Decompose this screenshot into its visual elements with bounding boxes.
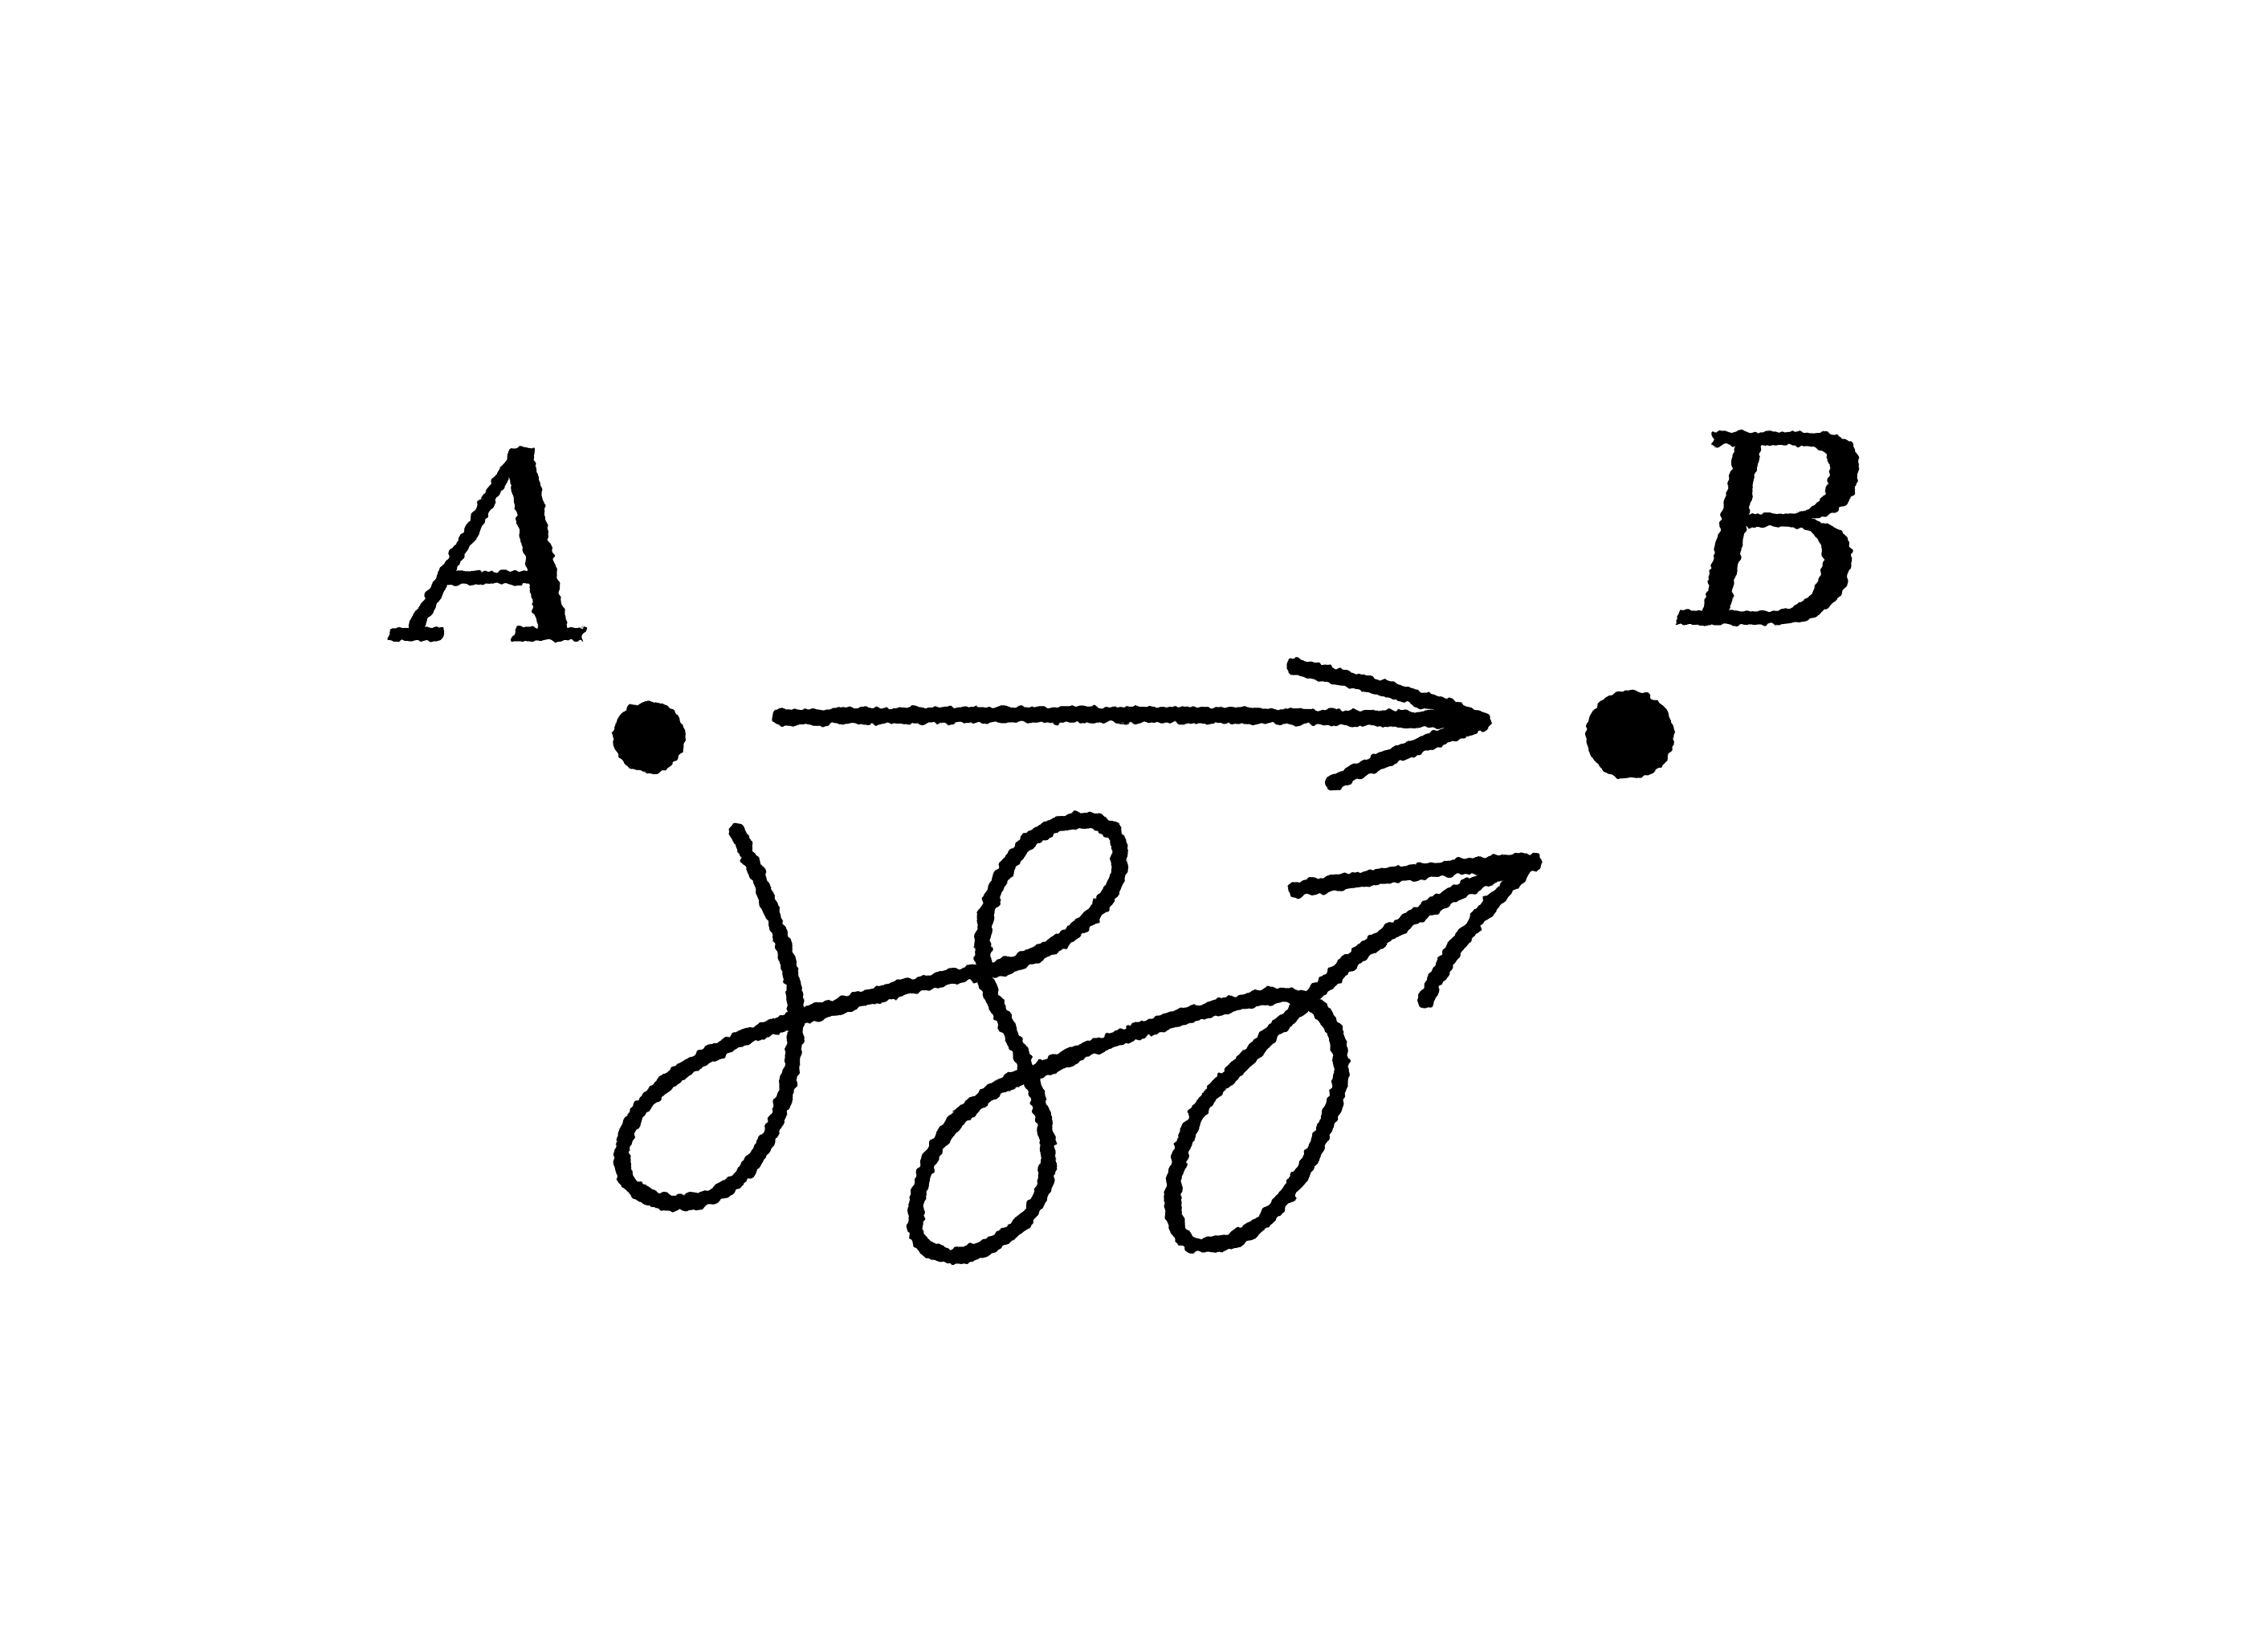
straight-arrow xyxy=(772,659,1492,791)
point-a-dot xyxy=(613,701,685,773)
straight-arrow-shaft xyxy=(772,706,1490,729)
point-b-label: B xyxy=(1676,379,1875,687)
point-a: A xyxy=(387,395,685,773)
looping-arrow xyxy=(613,812,1542,1264)
looping-arrow-head xyxy=(1289,853,1542,1008)
point-a-label: A xyxy=(387,395,599,704)
point-b-dot xyxy=(1586,691,1674,779)
point-b: B xyxy=(1586,379,1875,779)
looping-arrow-curve xyxy=(613,812,1538,1264)
straight-arrow-head xyxy=(1286,659,1492,791)
